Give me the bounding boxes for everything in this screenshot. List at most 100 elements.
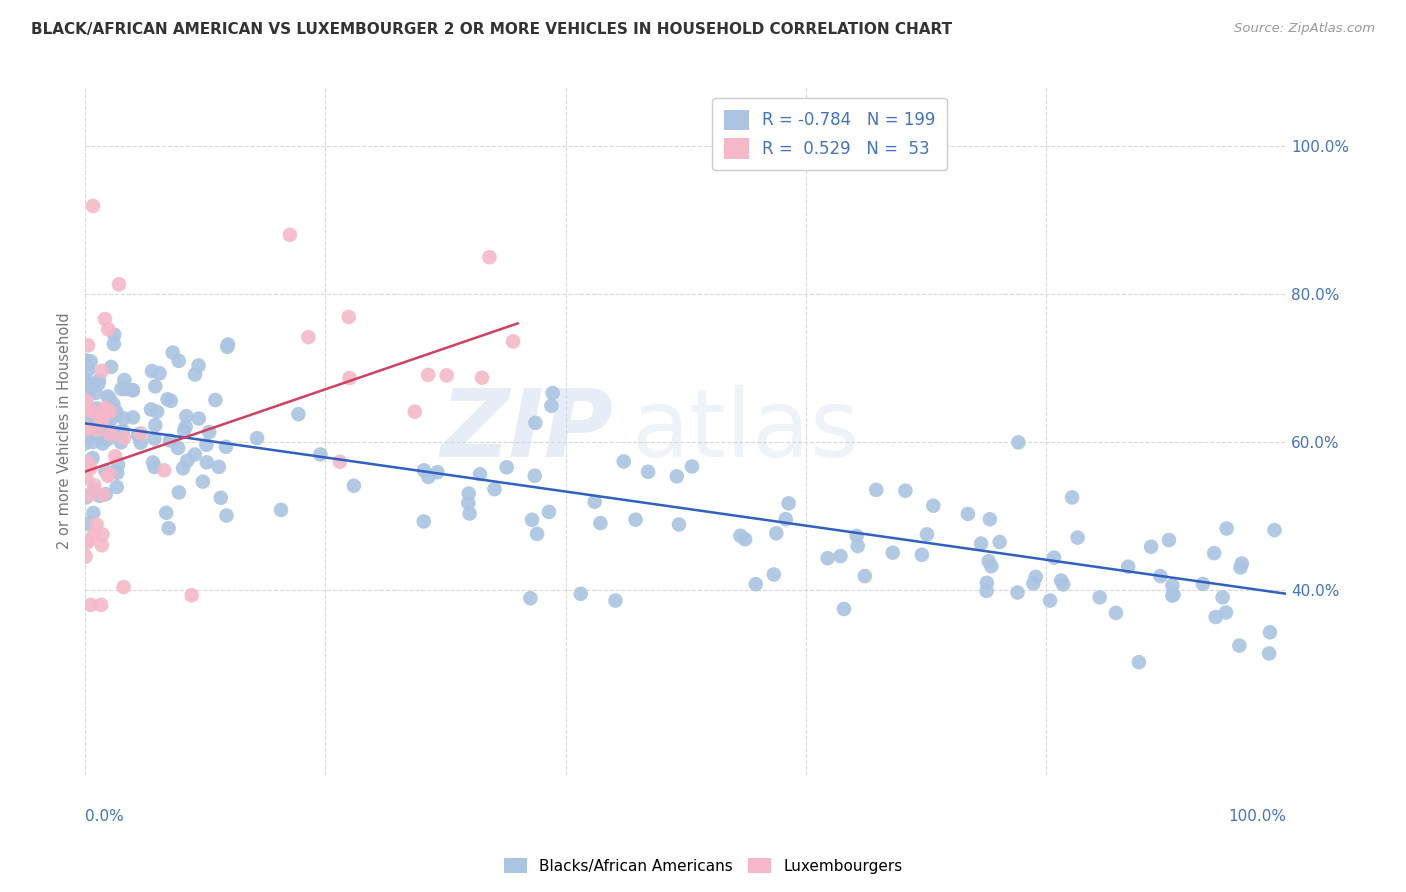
- Point: [83, 408, 105, 422]
- Point: [1161, 578, 1184, 592]
- Point: [77, 533, 100, 548]
- Point: [270, 503, 292, 517]
- Point: [762, 567, 785, 582]
- Point: [143, 459, 166, 474]
- Point: [94, 312, 117, 326]
- Point: [112, 373, 135, 387]
- Point: [309, 447, 332, 461]
- Point: [75, 393, 97, 408]
- Point: [734, 533, 756, 547]
- Point: [98, 391, 121, 405]
- Point: [1025, 570, 1047, 584]
- Point: [297, 330, 319, 344]
- Point: [977, 554, 1000, 568]
- Point: [471, 370, 494, 384]
- Y-axis label: 2 or more Vehicles in Household: 2 or more Vehicles in Household: [58, 312, 72, 549]
- Point: [86, 423, 108, 437]
- Point: [830, 549, 852, 563]
- Point: [91, 527, 114, 541]
- Point: [457, 496, 479, 510]
- Point: [1215, 521, 1237, 535]
- Point: [970, 536, 993, 550]
- Point: [76, 422, 98, 436]
- Point: [100, 413, 122, 427]
- Point: [108, 425, 131, 439]
- Point: [83, 528, 105, 542]
- Point: [112, 411, 135, 425]
- Point: [167, 354, 190, 368]
- Point: [75, 353, 97, 368]
- Point: [86, 401, 108, 416]
- Point: [87, 376, 110, 391]
- Point: [215, 440, 238, 454]
- Point: [94, 464, 117, 478]
- Point: [215, 508, 238, 523]
- Point: [159, 434, 181, 448]
- Point: [75, 549, 97, 564]
- Legend: R = -0.784   N = 199, R =  0.529   N =  53: R = -0.784 N = 199, R = 0.529 N = 53: [713, 98, 948, 170]
- Point: [76, 403, 98, 417]
- Point: [976, 583, 998, 598]
- Point: [665, 469, 688, 483]
- Point: [1229, 560, 1251, 574]
- Point: [846, 539, 869, 553]
- Point: [637, 465, 659, 479]
- Point: [105, 480, 128, 494]
- Point: [681, 459, 703, 474]
- Point: [82, 435, 104, 450]
- Point: [82, 424, 104, 438]
- Point: [457, 486, 479, 500]
- Point: [97, 389, 120, 403]
- Point: [82, 506, 104, 520]
- Text: ZIP: ZIP: [440, 384, 613, 477]
- Point: [541, 386, 564, 401]
- Text: BLACK/AFRICAN AMERICAN VS LUXEMBOURGER 2 OR MORE VEHICLES IN HOUSEHOLD CORRELATI: BLACK/AFRICAN AMERICAN VS LUXEMBOURGER 2…: [31, 22, 952, 37]
- Point: [96, 417, 118, 432]
- Point: [162, 345, 184, 359]
- Point: [87, 403, 110, 417]
- Point: [121, 384, 143, 398]
- Point: [155, 506, 177, 520]
- Point: [979, 512, 1001, 526]
- Point: [730, 529, 752, 543]
- Point: [75, 393, 97, 408]
- Point: [110, 382, 132, 396]
- Point: [1230, 557, 1253, 571]
- Point: [172, 461, 194, 475]
- Point: [278, 227, 301, 242]
- Point: [76, 422, 98, 436]
- Point: [105, 466, 128, 480]
- Text: Source: ZipAtlas.com: Source: ZipAtlas.com: [1234, 22, 1375, 36]
- Point: [83, 418, 105, 433]
- Legend: Blacks/African Americans, Luxembourgers: Blacks/African Americans, Luxembourgers: [498, 852, 908, 880]
- Point: [1157, 533, 1180, 547]
- Point: [894, 483, 917, 498]
- Point: [129, 435, 152, 450]
- Point: [1215, 606, 1237, 620]
- Point: [195, 438, 218, 452]
- Point: [112, 431, 135, 445]
- Point: [141, 364, 163, 378]
- Point: [184, 368, 207, 382]
- Point: [208, 459, 231, 474]
- Point: [956, 507, 979, 521]
- Point: [122, 410, 145, 425]
- Point: [143, 432, 166, 446]
- Point: [75, 373, 97, 387]
- Point: [1007, 435, 1029, 450]
- Point: [75, 397, 97, 411]
- Point: [89, 432, 111, 446]
- Point: [75, 490, 97, 504]
- Point: [668, 517, 690, 532]
- Point: [79, 381, 101, 395]
- Point: [91, 410, 114, 425]
- Point: [108, 277, 131, 292]
- Point: [337, 310, 360, 324]
- Point: [146, 405, 169, 419]
- Point: [1105, 606, 1128, 620]
- Point: [103, 397, 125, 411]
- Point: [519, 591, 541, 606]
- Point: [1161, 589, 1184, 603]
- Point: [94, 487, 117, 501]
- Point: [128, 427, 150, 442]
